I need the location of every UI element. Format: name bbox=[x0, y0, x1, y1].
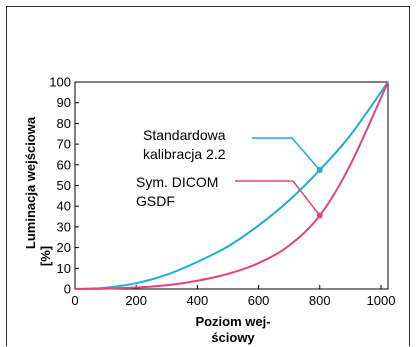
x-tick-label-200: 200 bbox=[125, 293, 147, 308]
series-line-1 bbox=[74, 81, 389, 290]
annotation-label-0-line-1: kalibracja 2.2 bbox=[143, 146, 226, 162]
x-tick-label-1000: 1000 bbox=[367, 293, 396, 308]
annotation-marker-1 bbox=[316, 212, 323, 219]
series-line-0 bbox=[74, 81, 389, 290]
x-tick-label-400: 400 bbox=[187, 293, 209, 308]
annotation-label-1-line-1: GSDF bbox=[136, 193, 175, 209]
y-tick-label-40: 40 bbox=[57, 199, 71, 214]
y-tick-label-90: 90 bbox=[57, 95, 71, 110]
y-tick-label-100: 100 bbox=[49, 75, 71, 90]
x-tick-label-800: 800 bbox=[309, 293, 331, 308]
y-tick-label-50: 50 bbox=[57, 178, 71, 193]
annotation-label-0-line-0: Standardowa bbox=[143, 127, 226, 143]
annotation-label-1-line-0: Sym. DICOM bbox=[136, 174, 218, 190]
y-tick-label-80: 80 bbox=[57, 116, 71, 131]
chart-frame bbox=[6, 6, 410, 346]
y-tick-label-20: 20 bbox=[57, 240, 71, 255]
y-tick-label-0: 0 bbox=[64, 282, 71, 297]
annotation-leader-0 bbox=[252, 137, 321, 171]
x-axis-title-line-1: ściowy bbox=[211, 330, 255, 345]
plot-area-border bbox=[74, 81, 389, 290]
annotation-marker-0 bbox=[316, 166, 323, 173]
x-tick-label-0: 0 bbox=[71, 293, 78, 308]
y-tick-label-70: 70 bbox=[57, 137, 71, 152]
y-tick-label-30: 30 bbox=[57, 219, 71, 234]
y-tick-label-10: 10 bbox=[57, 261, 71, 276]
y-axis-title-line-0: Luminacja wejściowa bbox=[23, 116, 38, 249]
annotation-leader-1 bbox=[235, 180, 321, 216]
x-axis-title-line-0: Poziom wej- bbox=[195, 314, 270, 329]
y-tick-label-60: 60 bbox=[57, 157, 71, 172]
x-tick-label-600: 600 bbox=[248, 293, 270, 308]
y-axis-title-line-1: [%] bbox=[38, 246, 53, 266]
